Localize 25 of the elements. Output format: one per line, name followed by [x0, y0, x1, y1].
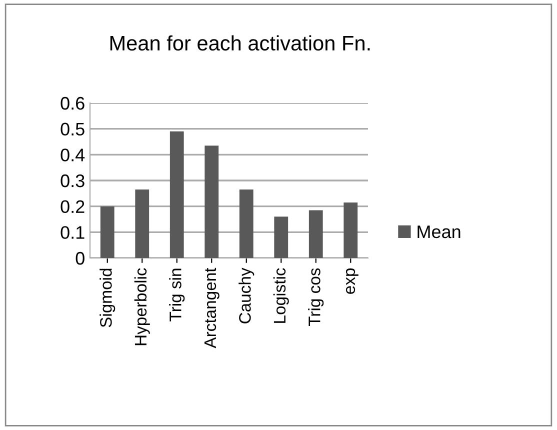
y-tick-label: 0 [76, 252, 84, 265]
bar [308, 210, 323, 258]
bar [274, 216, 288, 258]
bar [239, 190, 254, 258]
y-tick-label: 0.1 [60, 226, 84, 239]
chart-title: Mean for each activation Fn. [110, 35, 370, 51]
y-tick-label: 0.4 [60, 148, 85, 162]
bar [100, 206, 114, 258]
legend-label: Mean [418, 226, 460, 238]
bar [204, 146, 219, 258]
y-tick-label: 0.3 [60, 174, 84, 188]
x-tick-label: Cauchy [238, 268, 254, 324]
x-tick-label: Trig sin [169, 268, 185, 322]
y-tick-label: 0.5 [60, 122, 84, 136]
bar [135, 190, 150, 258]
x-tick-label: Logistic [273, 268, 289, 323]
y-tick-label: 0.2 [60, 200, 84, 214]
y-tick-label: 0.6 [60, 96, 84, 110]
x-tick-label: Hyperbolic [134, 268, 150, 346]
x-tick-label: exp [346, 268, 358, 294]
x-tick-label: Sigmoid [100, 268, 116, 328]
x-tick-label: Trig cos [308, 268, 324, 326]
x-tick-label: Arctangent [204, 268, 220, 348]
bar [170, 131, 184, 258]
bar [344, 202, 358, 258]
